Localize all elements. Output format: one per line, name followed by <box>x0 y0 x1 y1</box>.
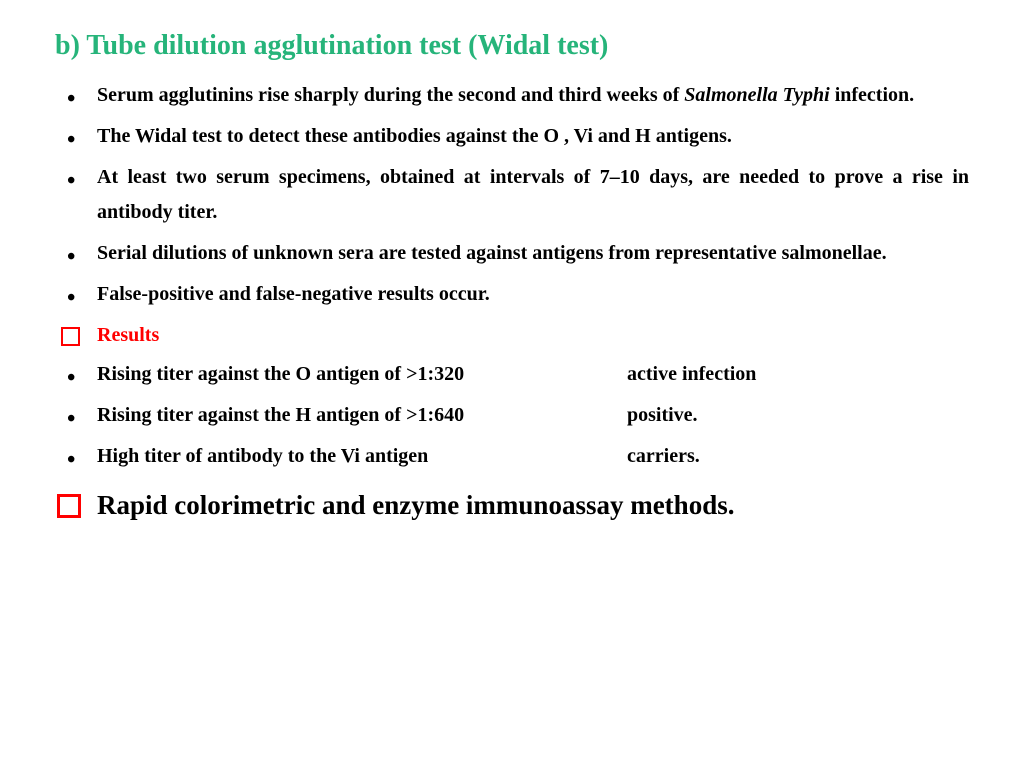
result-condition: Rising titer against the O antigen of >1… <box>97 357 627 392</box>
bullet-item: False-positive and false-negative result… <box>55 277 969 312</box>
bullet-item: Serum agglutinins rise sharply during th… <box>55 78 969 113</box>
result-outcome: carriers. <box>627 439 969 474</box>
bullet-item: Serial dilutions of unknown sera are tes… <box>55 236 969 271</box>
bullet-item: The Widal test to detect these antibodie… <box>55 119 969 154</box>
result-row: Rising titer against the O antigen of >1… <box>55 357 969 392</box>
result-outcome: active infection <box>627 357 969 392</box>
main-bullet-list: Serum agglutinins rise sharply during th… <box>55 78 969 312</box>
bullet-item: At least two serum specimens, obtained a… <box>55 160 969 230</box>
bullet-text-pre: Serum agglutinins rise sharply during th… <box>97 84 684 106</box>
section-title: b) Tube dilution agglutination test (Wid… <box>55 30 969 62</box>
result-condition: Rising titer against the H antigen of >1… <box>97 398 627 433</box>
results-list: Rising titer against the O antigen of >1… <box>55 357 969 474</box>
result-outcome: positive. <box>627 398 969 433</box>
result-condition: High titer of antibody to the Vi antigen <box>97 439 627 474</box>
result-row: Rising titer against the H antigen of >1… <box>55 398 969 433</box>
result-row: High titer of antibody to the Vi antigen… <box>55 439 969 474</box>
bullet-text-post: infection. <box>830 84 914 106</box>
footer-item: Rapid colorimetric and enzyme immunoassa… <box>55 482 969 529</box>
bullet-text-italic: Salmonella Typhi <box>684 84 829 106</box>
results-header: Results <box>55 318 969 353</box>
